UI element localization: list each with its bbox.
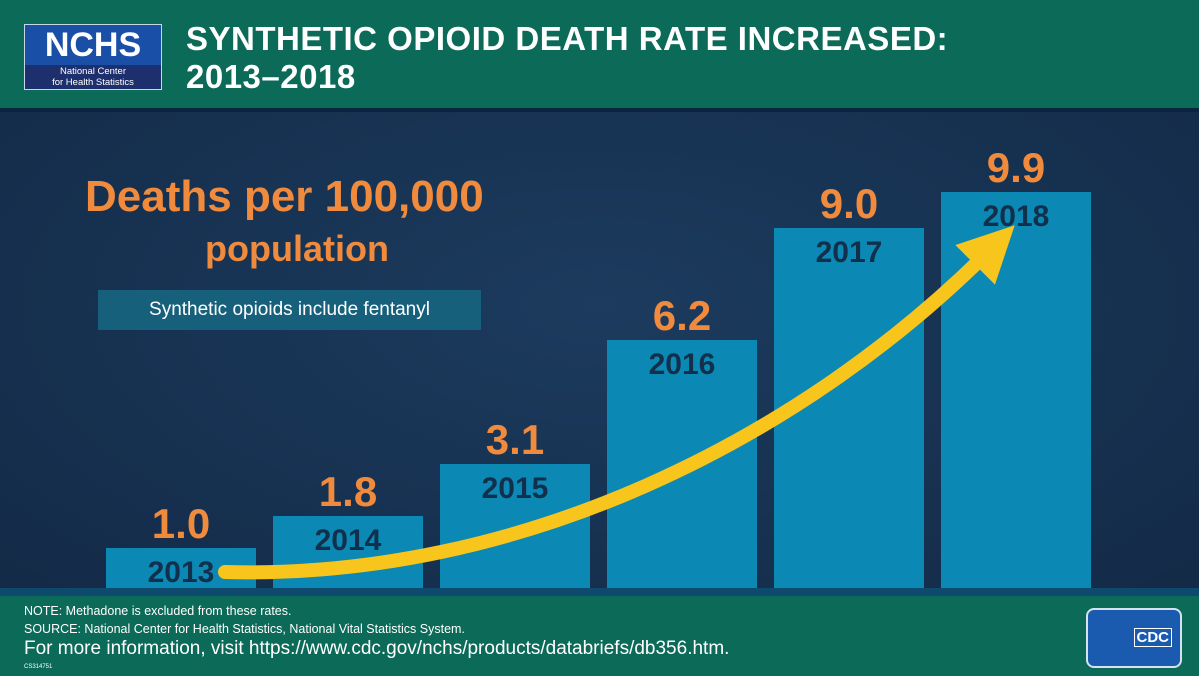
logo-sub2: for Health Statistics (52, 77, 134, 88)
cdc-logo: CDC (1086, 608, 1182, 668)
more-info-link[interactable]: For more information, visit https://www.… (24, 638, 730, 659)
footer: NOTE: Methadone is excluded from these r… (0, 596, 1199, 676)
year-label: 2015 (482, 472, 549, 505)
logo-sub: National Center for Health Statistics (25, 65, 161, 89)
year-label: 2016 (649, 348, 716, 381)
header: NCHS National Center for Health Statistic… (0, 0, 1199, 112)
logo-main: NCHS (44, 26, 142, 64)
nchs-logo: NCHS National Center for Health Statistic… (24, 24, 162, 90)
footer-note: NOTE: Methadone is excluded from these r… (24, 604, 292, 618)
value-label: 3.1 (486, 416, 544, 463)
year-label: 2014 (315, 524, 382, 557)
title-line1: SYNTHETIC OPIOID DEATH RATE INCREASED: (186, 20, 949, 57)
baseline (0, 588, 1199, 596)
bar-2018 (941, 192, 1091, 588)
document-code: CS314751 (24, 664, 53, 670)
annotation-box: Synthetic opioids include fentanyl (98, 290, 481, 330)
value-label: 1.0 (152, 500, 210, 547)
value-label: 6.2 (653, 292, 711, 339)
footer-source: SOURCE: National Center for Health Stati… (24, 622, 465, 636)
logo-sub1: National Center (59, 66, 126, 77)
bar-2015 (440, 464, 590, 588)
year-label: 2017 (816, 236, 883, 269)
value-label: 9.0 (820, 180, 878, 227)
cdc-logo-text: CDC (1133, 628, 1172, 647)
title-line2: 2013–2018 (186, 58, 356, 95)
value-label: 9.9 (987, 144, 1045, 191)
year-label: 2018 (983, 200, 1050, 233)
value-label: 1.8 (319, 468, 377, 515)
y-axis-label: Deaths per 100,000 (85, 172, 484, 221)
y-axis-label-2: population (205, 228, 389, 269)
page-title: SYNTHETIC OPIOID DEATH RATE INCREASED: 20… (186, 20, 948, 96)
trend-arrow (218, 225, 1015, 580)
year-label: 2013 (148, 556, 215, 589)
